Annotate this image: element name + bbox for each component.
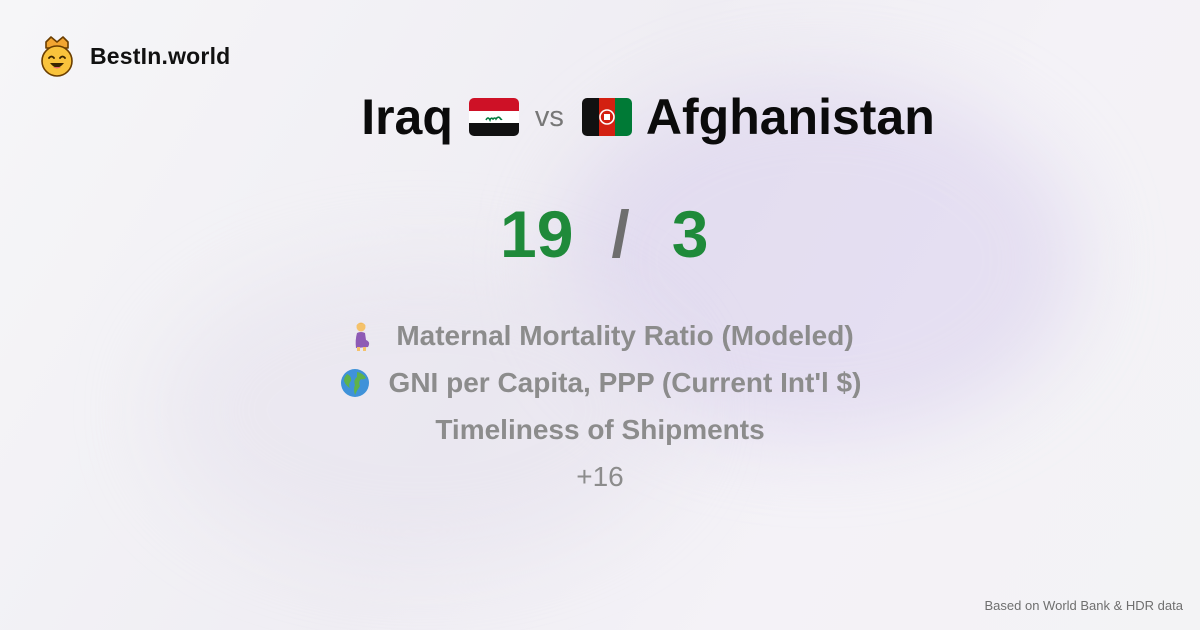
metrics-list: Maternal Mortality Ratio (Modeled) GNI p… (0, 312, 1200, 500)
more-count: +16 (576, 460, 624, 492)
comparison-title: Iraq vs Afghanistan (0, 88, 1200, 146)
metric-item[interactable]: GNI per Capita, PPP (Current Int'l $) (0, 359, 1200, 406)
metric-label: GNI per Capita, PPP (Current Int'l $) (388, 366, 862, 398)
pregnant-woman-icon (355, 322, 370, 351)
iraq-flag-icon (468, 98, 519, 136)
metric-label: Timeliness of Shipments (435, 413, 765, 445)
score-separator: / (611, 197, 630, 271)
brand-name: BestIn.world (90, 42, 231, 69)
globe-icon (340, 368, 369, 397)
metric-item[interactable]: Timeliness of Shipments (0, 406, 1200, 453)
country-right-name[interactable]: Afghanistan (645, 89, 935, 145)
afghanistan-flag-icon (581, 98, 632, 136)
score: 19 / 3 (500, 196, 708, 272)
more-metrics-link[interactable]: +16 (0, 453, 1200, 500)
vs-label: vs (534, 100, 564, 133)
score-left: 19 (500, 197, 574, 271)
brand[interactable]: BestIn.world (38, 34, 230, 78)
crown-smiley-icon (41, 36, 73, 77)
metric-item[interactable]: Maternal Mortality Ratio (Modeled) (0, 312, 1200, 359)
metric-label: Maternal Mortality Ratio (Modeled) (396, 319, 854, 351)
data-source-note: Based on World Bank & HDR data (984, 598, 1183, 613)
score-right: 3 (671, 197, 709, 271)
country-left-name[interactable]: Iraq (361, 89, 453, 145)
